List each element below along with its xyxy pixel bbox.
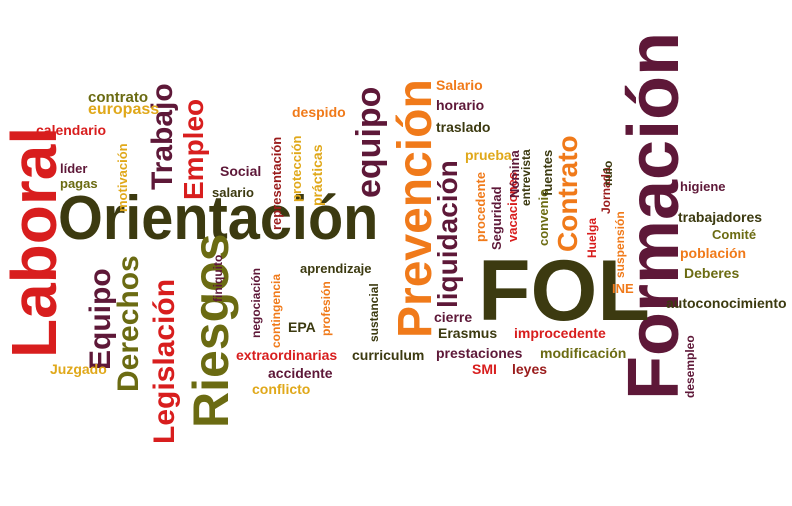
word-improcedente: improcedente	[514, 325, 606, 341]
word-contingencia: contingencia	[269, 273, 283, 348]
word-prestaciones: prestaciones	[436, 345, 523, 361]
word-desempleo: desempleo	[683, 335, 697, 398]
word-accidente: accidente	[268, 365, 333, 381]
word-profesion: profesión	[319, 281, 333, 336]
word-higiene: higiene	[680, 179, 726, 194]
word-legislacion: Legislación	[148, 278, 181, 444]
word-laboral: Laboral	[0, 126, 70, 358]
word-trabajadores: trabajadores	[678, 209, 763, 225]
word-derechos: Derechos	[112, 255, 145, 392]
word-conflicto: conflicto	[252, 381, 311, 397]
word-traslado: traslado	[436, 119, 491, 135]
word-fol: FOL	[478, 243, 650, 339]
word-despido: despido	[292, 104, 346, 120]
word-finiquito: finiquito	[211, 254, 225, 302]
word-proteccion: protección	[289, 135, 304, 202]
word-practicas: prácticas	[309, 144, 325, 206]
word-modificacion: modificación	[540, 345, 627, 361]
word-deberes: Deberes	[684, 265, 740, 281]
word-epa: EPA	[288, 319, 316, 335]
word-smi: SMI	[472, 361, 497, 377]
word-nomina: Nómina	[507, 150, 522, 198]
word-europass: europass	[88, 101, 160, 118]
word-suspension: suspensión	[613, 211, 627, 278]
word-sustancial: sustancial	[367, 283, 381, 342]
word-empleo: Empleo	[178, 98, 209, 200]
word-social: Social	[220, 163, 262, 179]
word-curriculum: curriculum	[352, 347, 425, 363]
word-contrato-v: Contrato	[552, 135, 583, 252]
word-motivacion: motivación	[115, 143, 130, 212]
word-erasmus: Erasmus	[438, 325, 498, 341]
word-calendario: calendario	[36, 122, 107, 138]
word-autoconocimiento: autoconocimiento	[666, 295, 787, 311]
word-aprendizaje: aprendizaje	[300, 261, 372, 276]
word-liquidacion: liquidación	[432, 160, 463, 308]
word-representacion: representación	[269, 136, 284, 230]
word-horario: horario	[436, 97, 485, 113]
word-nulo: nulo	[601, 160, 615, 186]
word-lider: líder	[60, 161, 88, 176]
word-leyes: leyes	[512, 361, 548, 377]
word-negociacion: negociación	[249, 267, 263, 338]
word-extraordinarias: extraordinarias	[236, 347, 338, 363]
word-equipo-v: equipo	[350, 86, 388, 198]
word-huelga: Huelga	[585, 217, 599, 258]
word-prueba: prueba	[465, 147, 512, 163]
word-pagas: pagas	[60, 176, 98, 191]
word-poblacion: población	[680, 245, 747, 261]
word-comite: Comité	[712, 227, 757, 242]
word-juzgado: Juzgado	[50, 361, 107, 377]
word-procedente: procedente	[473, 171, 488, 242]
word-ine: INE	[612, 281, 634, 296]
word-orientacion: Orientación	[58, 184, 379, 253]
word-seguridad: Seguridad	[489, 186, 504, 250]
word-fuentes: fuentes	[540, 149, 555, 196]
word-salario-u: Salario	[436, 77, 483, 93]
word-convenio: convenio	[536, 188, 551, 246]
word-cierre: cierre	[434, 309, 473, 325]
word-trabajo: Trabajo	[146, 83, 179, 190]
word-salario-l: salario	[212, 185, 254, 200]
word-contrato-h: contrato	[88, 89, 148, 106]
